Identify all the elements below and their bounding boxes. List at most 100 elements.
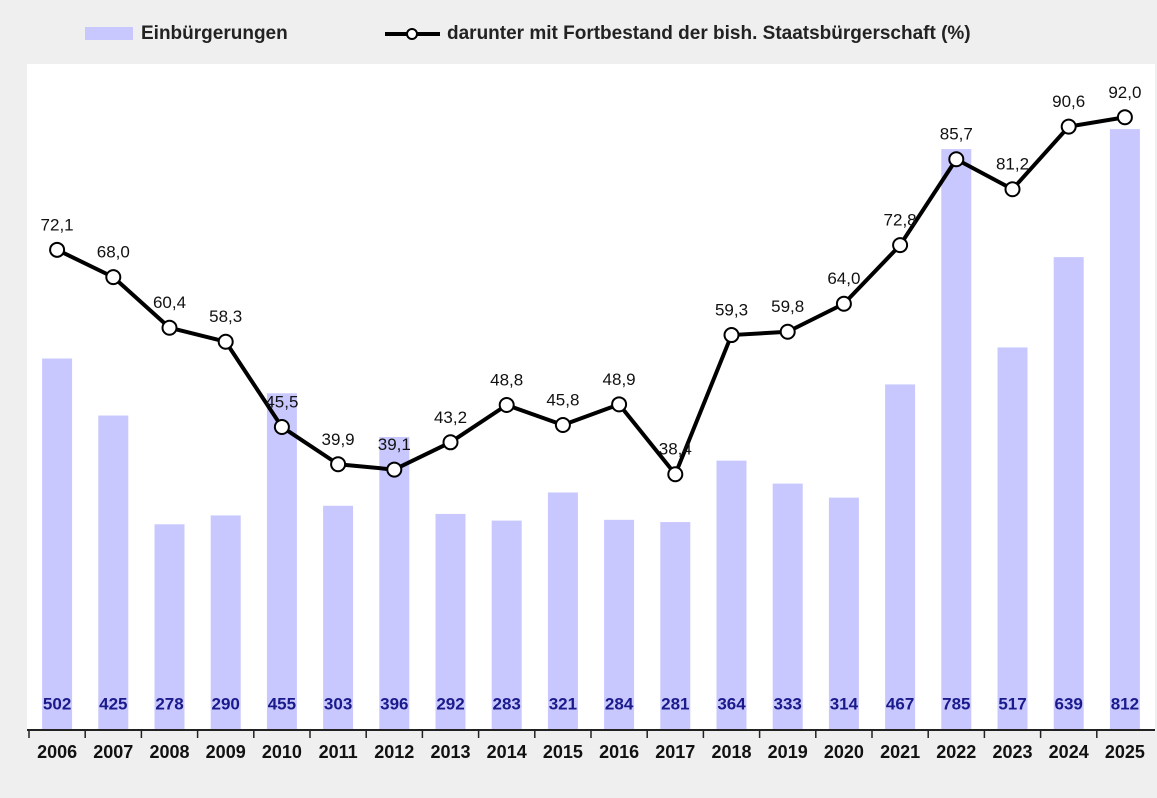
bar xyxy=(772,483,803,730)
line-label: 72,1 xyxy=(41,215,74,234)
bar-label: 278 xyxy=(155,694,183,713)
legend-label: Einbürgerungen xyxy=(141,23,288,44)
bar-label: 502 xyxy=(43,694,71,713)
plot-area xyxy=(27,64,1155,730)
line-point xyxy=(667,466,684,483)
x-tick-label: 2006 xyxy=(37,742,77,762)
x-tick-label: 2021 xyxy=(880,742,920,762)
bar-label: 396 xyxy=(380,694,408,713)
x-tick-label: 2009 xyxy=(206,742,246,762)
line-point xyxy=(1060,118,1077,135)
legend-swatch xyxy=(85,27,133,40)
bar xyxy=(885,384,916,730)
line-point xyxy=(835,295,852,312)
line-label: 48,9 xyxy=(603,370,636,389)
bar-label: 333 xyxy=(774,694,802,713)
bar-label: 425 xyxy=(99,694,127,713)
x-tick-label: 2013 xyxy=(430,742,470,762)
line-point xyxy=(105,269,122,286)
line-point xyxy=(49,241,66,258)
x-tick-label: 2019 xyxy=(768,742,808,762)
bar xyxy=(98,415,129,730)
x-tick-label: 2011 xyxy=(319,742,358,762)
bar xyxy=(997,347,1028,730)
bar-label: 281 xyxy=(661,694,689,713)
x-tick-label: 2020 xyxy=(824,742,864,762)
bar xyxy=(42,358,73,730)
line-label: 60,4 xyxy=(153,293,186,312)
line-label: 39,1 xyxy=(378,435,411,454)
line-label: 90,6 xyxy=(1052,92,1085,111)
x-tick-label: 2023 xyxy=(992,742,1032,762)
line-label: 92,0 xyxy=(1108,83,1141,102)
x-tick-label: 2007 xyxy=(93,742,133,762)
line-label: 72,8 xyxy=(884,211,917,230)
bar xyxy=(547,492,578,730)
x-tick-label: 2022 xyxy=(936,742,976,762)
line-point xyxy=(1116,109,1133,126)
line-label: 58,3 xyxy=(209,307,242,326)
bar xyxy=(941,149,972,731)
bar xyxy=(379,436,410,730)
line-point xyxy=(386,461,403,478)
line-point xyxy=(779,323,796,340)
line-label: 68,0 xyxy=(97,243,130,262)
x-tick-label: 2016 xyxy=(599,742,639,762)
line-point xyxy=(723,327,740,344)
line-label: 38,4 xyxy=(659,440,692,459)
x-tick-label: 2025 xyxy=(1105,742,1145,762)
line-point xyxy=(217,333,234,350)
bar-label: 284 xyxy=(605,694,634,713)
bar-label: 303 xyxy=(324,694,352,713)
x-tick-label: 2012 xyxy=(374,742,414,762)
bar-label: 314 xyxy=(830,694,859,713)
line-point xyxy=(442,434,459,451)
bar xyxy=(266,393,297,730)
bar-label: 321 xyxy=(549,694,577,713)
bar xyxy=(491,520,522,730)
line-label: 48,8 xyxy=(490,370,523,389)
legend-label: darunter mit Fortbestand der bish. Staat… xyxy=(447,23,971,44)
bar-label: 364 xyxy=(717,694,746,713)
line-label: 39,9 xyxy=(322,430,355,449)
line-label: 81,2 xyxy=(996,155,1029,174)
x-tick-label: 2014 xyxy=(487,742,527,762)
x-tick-label: 2015 xyxy=(543,742,583,762)
bar-label: 639 xyxy=(1055,694,1083,713)
line-label: 59,8 xyxy=(771,297,804,316)
line-label: 64,0 xyxy=(827,269,860,288)
line-point xyxy=(498,396,515,413)
x-tick-label: 2017 xyxy=(655,742,695,762)
line-label: 45,5 xyxy=(265,392,298,411)
bar-label: 292 xyxy=(436,694,464,713)
bar-label: 785 xyxy=(942,694,970,713)
line-point xyxy=(948,151,965,168)
bar xyxy=(435,513,466,730)
x-tick-label: 2010 xyxy=(262,742,302,762)
bar-label: 812 xyxy=(1111,694,1139,713)
bar xyxy=(323,505,354,730)
line-point xyxy=(330,456,347,473)
line xyxy=(56,115,1126,477)
x-tick-label: 2024 xyxy=(1049,742,1089,762)
x-tick-label: 2008 xyxy=(149,742,189,762)
bar xyxy=(1053,257,1084,730)
line-label: 59,3 xyxy=(715,301,748,320)
line-label: 85,7 xyxy=(940,125,973,144)
bar xyxy=(1109,129,1140,730)
line-label: 43,2 xyxy=(434,408,467,427)
bar-label: 455 xyxy=(268,694,296,713)
bar xyxy=(210,515,241,730)
bar-label: 517 xyxy=(998,694,1026,713)
line-point xyxy=(161,319,178,336)
bar xyxy=(604,519,635,730)
bar-label: 290 xyxy=(212,694,240,713)
bar-label: 283 xyxy=(493,694,521,713)
x-tick-label: 2018 xyxy=(711,742,751,762)
bar xyxy=(660,522,691,730)
line-point xyxy=(611,396,628,413)
bar xyxy=(154,524,185,730)
line-point xyxy=(892,237,909,254)
line-point xyxy=(273,418,290,435)
